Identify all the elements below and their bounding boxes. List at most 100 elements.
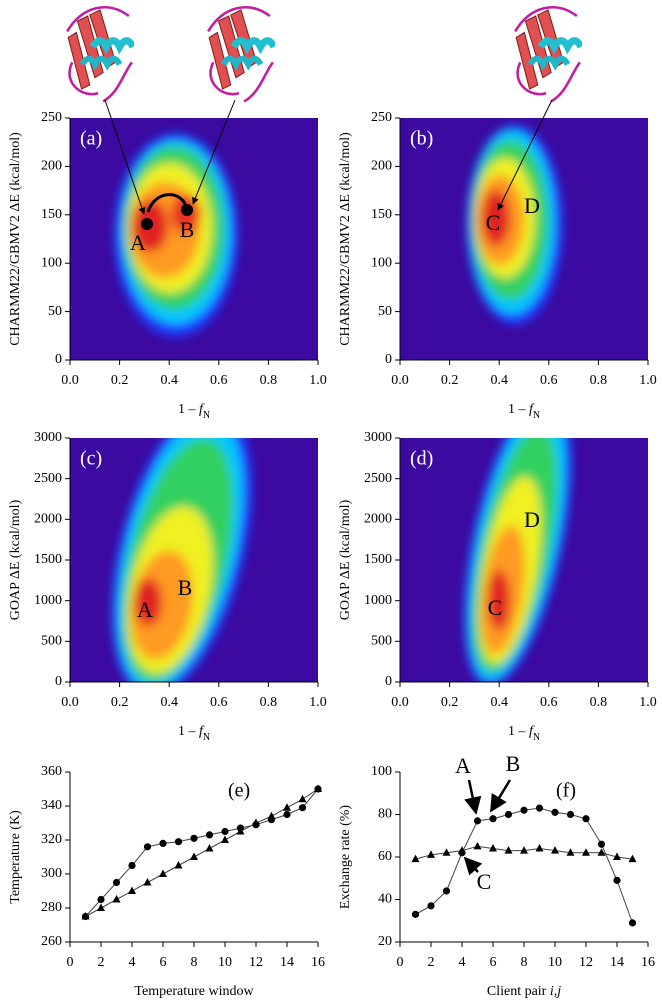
marker xyxy=(473,817,482,825)
marker xyxy=(283,803,291,811)
x-axis-label: Client pair i,j xyxy=(487,984,561,999)
x-tick-label: 12 xyxy=(579,955,593,970)
y-tick-label: 320 xyxy=(41,832,62,847)
marker xyxy=(535,804,544,812)
x-tick-label: 14 xyxy=(280,955,294,970)
marker xyxy=(504,846,513,854)
density-map xyxy=(400,118,648,360)
x-tick-label: 0.4 xyxy=(160,373,178,388)
marker xyxy=(442,848,451,856)
y-tick-label: 40 xyxy=(378,892,392,907)
marker xyxy=(411,910,420,918)
y-tick-label: 2000 xyxy=(34,512,62,527)
x-tick-label: 0.0 xyxy=(61,695,79,710)
marker xyxy=(473,841,482,850)
y-axis-label: CHARMM22/GBMV2 ΔE (kcal/mol) xyxy=(338,132,353,346)
marker xyxy=(112,878,121,887)
x-axis-label-part: N xyxy=(203,410,210,421)
marker xyxy=(520,846,528,854)
marker xyxy=(314,784,322,792)
x-tick-label: 8 xyxy=(191,955,198,970)
x-axis-label-part: i,j xyxy=(550,984,561,999)
x-tick-label: 16 xyxy=(311,955,325,970)
y-tick-label: 100 xyxy=(41,255,62,270)
x-tick-label: 8 xyxy=(521,955,528,970)
y-axis-label: GOAP ΔE (kcal/mol) xyxy=(338,499,353,620)
state-dot xyxy=(181,204,193,216)
x-tick-label: 0.2 xyxy=(441,373,459,388)
y-tick-label: 50 xyxy=(48,304,62,319)
series-line xyxy=(85,788,319,917)
y-tick-label: 300 xyxy=(41,866,62,881)
x-tick-label: 0.6 xyxy=(210,695,228,710)
annotation: A xyxy=(137,597,153,622)
arrow xyxy=(463,856,483,876)
annotation: C xyxy=(477,869,492,894)
marker xyxy=(458,846,466,854)
marker xyxy=(489,815,497,823)
arrow xyxy=(192,99,236,205)
y-tick-label: 60 xyxy=(378,849,392,864)
y-tick-label: 200 xyxy=(371,159,392,174)
x-axis-label-part: f xyxy=(199,402,205,417)
arrow xyxy=(104,99,146,215)
y-tick-label: 50 xyxy=(378,304,392,319)
y-tick-label: 500 xyxy=(41,634,62,649)
x-axis-label-part: f xyxy=(199,724,205,739)
panel-label: (c) xyxy=(80,448,102,470)
x-tick-label: 0.4 xyxy=(490,373,508,388)
state-dot xyxy=(141,218,153,230)
y-tick-label: 80 xyxy=(378,807,392,822)
y-tick-label: 0 xyxy=(385,352,392,367)
marker xyxy=(427,902,435,910)
series-line xyxy=(85,788,319,917)
marker xyxy=(442,887,451,895)
y-axis-label: GOAP ΔE (kcal/mol) xyxy=(8,499,23,620)
y-tick-label: 2000 xyxy=(364,512,392,527)
x-tick-label: 0.4 xyxy=(490,695,508,710)
y-tick-label: 2500 xyxy=(34,471,62,486)
marker xyxy=(81,912,90,920)
y-tick-label: 1500 xyxy=(34,552,62,567)
x-tick-label: 0.6 xyxy=(210,373,228,388)
x-axis-label: 1 – fN xyxy=(178,402,210,421)
x-tick-label: 0.0 xyxy=(391,373,409,388)
x-tick-label: 6 xyxy=(490,955,497,970)
marker xyxy=(551,808,559,816)
protein-structure xyxy=(67,7,133,101)
marker xyxy=(427,850,435,858)
x-axis-label: Temperature window xyxy=(134,984,254,999)
x-tick-label: 0 xyxy=(397,955,404,970)
marker xyxy=(143,843,152,851)
marker xyxy=(174,838,183,846)
x-axis-label-part: N xyxy=(533,410,540,421)
y-axis-label: CHARMM22/GBMV2 ΔE (kcal/mol) xyxy=(8,132,23,346)
x-tick-label: 1.0 xyxy=(639,695,657,710)
density-map xyxy=(70,438,318,682)
y-tick-label: 200 xyxy=(41,159,62,174)
marker xyxy=(205,844,214,852)
x-tick-label: 1.0 xyxy=(309,373,327,388)
marker xyxy=(97,895,105,904)
y-tick-label: 250 xyxy=(41,110,62,125)
x-tick-label: 0 xyxy=(67,955,74,970)
x-axis-label-part: N xyxy=(203,732,210,743)
marker xyxy=(97,903,105,911)
x-axis-label-part: 1 – xyxy=(178,402,199,417)
x-tick-label: 0.2 xyxy=(441,695,459,710)
y-axis-label: Temperature (K) xyxy=(8,810,23,904)
x-tick-label: 0.8 xyxy=(590,695,608,710)
y-tick-label: 260 xyxy=(41,934,62,949)
transition-arc xyxy=(146,193,188,213)
annotation: C xyxy=(488,595,503,620)
annotation: C xyxy=(486,210,501,235)
marker xyxy=(520,806,528,814)
marker xyxy=(613,876,621,884)
annotation: B xyxy=(180,217,195,242)
arrow xyxy=(497,99,553,211)
marker xyxy=(597,848,606,856)
panel-label: (e) xyxy=(228,780,250,802)
panel-label: (a) xyxy=(80,128,102,150)
density-map xyxy=(400,438,648,682)
